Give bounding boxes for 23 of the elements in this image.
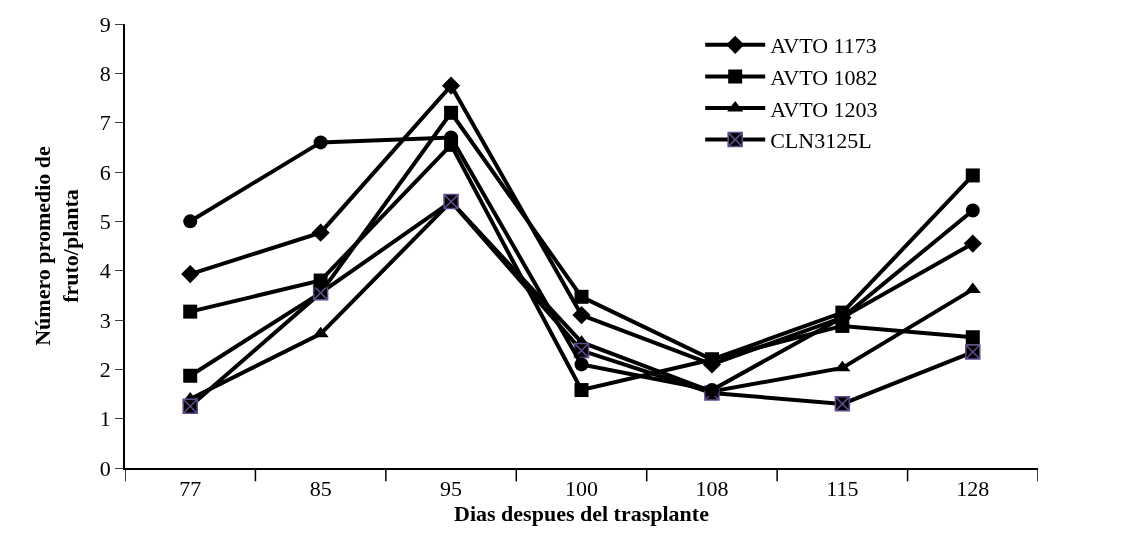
y-tick-label: 2 (99, 357, 111, 383)
y-tick-label: 4 (99, 258, 111, 284)
legend-label: AVTO 1082 (770, 64, 878, 90)
y-tick-label: 5 (99, 209, 111, 235)
legend-label: AVTO 1203 (770, 96, 878, 122)
y-tick-label: 1 (99, 406, 111, 432)
x-tick-label: 108 (695, 476, 729, 502)
y-tick-label: 0 (99, 455, 111, 481)
x-axis-title: Dias despues del trasplante (454, 501, 710, 527)
y-axis-title: Número promedio de fruto/planta (29, 145, 84, 346)
x-tick-label: 77 (179, 476, 202, 502)
y-tick-label: 6 (99, 159, 111, 185)
y-tick-label: 8 (99, 61, 111, 87)
legend-label: AVTO 1173 (770, 33, 877, 59)
y-tick-label: 3 (99, 307, 111, 333)
x-tick-label: 100 (565, 476, 598, 502)
y-tick-label: 7 (99, 110, 111, 136)
x-tick-label: 95 (440, 476, 463, 502)
x-tick-label: 128 (956, 476, 990, 502)
x-tick-label: 115 (826, 476, 859, 502)
legend-label: CLN3125L (770, 128, 872, 154)
y-tick-label: 9 (99, 11, 111, 37)
x-tick-label: 85 (309, 476, 332, 502)
